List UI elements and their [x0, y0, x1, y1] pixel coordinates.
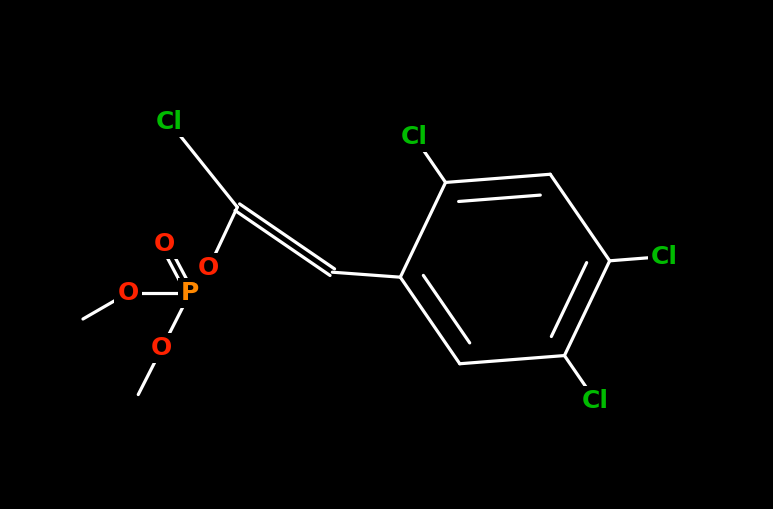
- Text: O: O: [154, 233, 175, 257]
- Text: Cl: Cl: [401, 125, 428, 149]
- Text: Cl: Cl: [582, 389, 609, 413]
- Text: O: O: [152, 336, 172, 360]
- Text: Cl: Cl: [651, 244, 678, 269]
- Text: O: O: [198, 256, 220, 280]
- Text: O: O: [117, 281, 138, 305]
- Text: P: P: [181, 281, 199, 305]
- Text: Cl: Cl: [156, 110, 183, 134]
